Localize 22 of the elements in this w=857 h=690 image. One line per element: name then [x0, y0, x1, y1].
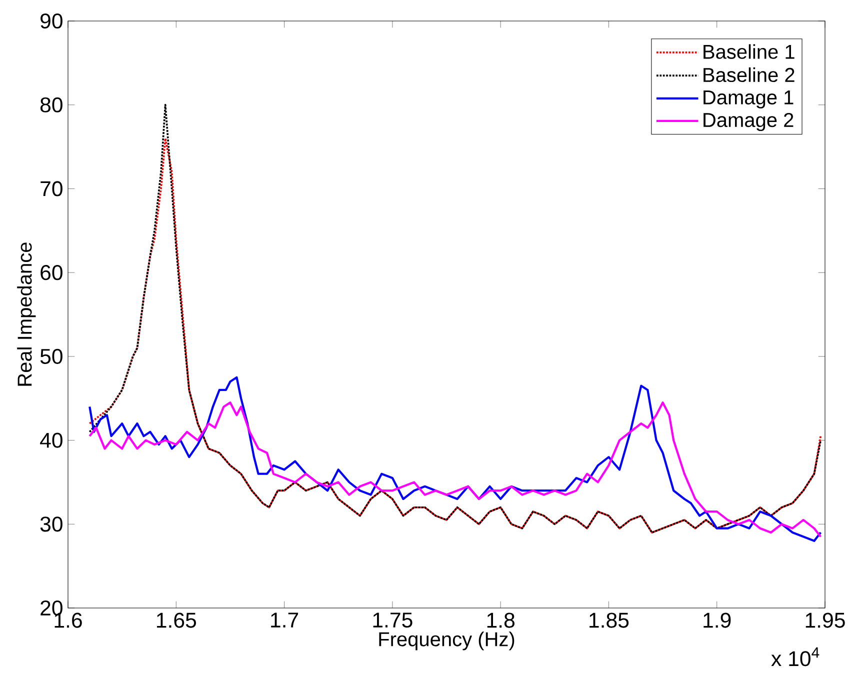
text: x 10$^{4}$: [771, 647, 820, 666]
line-series: [88, 401, 822, 538]
legend-label: Baseline 2: [704, 67, 794, 82]
x-tick-label: 1.7: [271, 612, 298, 628]
y-tick-label: 50: [40, 348, 62, 364]
x-tick-label: 1.65: [157, 612, 196, 628]
y-tick-label: 30: [40, 516, 62, 532]
legend-label: Damage 2: [704, 112, 794, 132]
y-tick-label: 60: [40, 265, 62, 280]
y-tick-label: 70: [40, 181, 62, 196]
x-tick-label: 1.8: [487, 612, 514, 628]
y-axis-title: Real Impedance: [17, 242, 36, 386]
y-tick-label: 80: [40, 97, 62, 112]
x-tick-label: 1.95: [806, 612, 845, 628]
x-tick-label: 1.85: [590, 612, 629, 628]
legend-label: Baseline 1: [704, 44, 794, 59]
x-axis-title: Frequency (Hz): [379, 632, 514, 650]
y-tick-label: 90: [40, 13, 62, 29]
y-tick-label: 40: [40, 432, 62, 448]
x-tick-label: 1.75: [373, 612, 412, 628]
legend-label: Damage 1: [704, 90, 794, 108]
x-tick-label: 1.9: [704, 612, 731, 628]
